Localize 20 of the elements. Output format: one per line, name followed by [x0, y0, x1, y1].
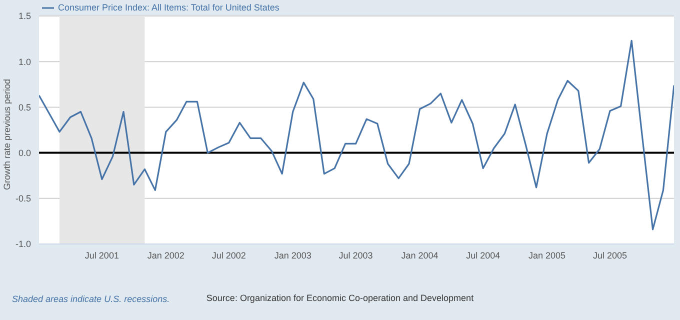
- x-tick-label: Jul 2001: [84, 250, 119, 260]
- text: Shaded areas indicate U.S. recessions.: [12, 294, 170, 304]
- x-tick-label: Jan 2002: [147, 250, 184, 260]
- y-tick-label: 0.0: [18, 148, 31, 158]
- x-tick-label: Jul 2004: [466, 250, 500, 260]
- source-note: Source: Organization for Economic Co-operation and Development: [206, 293, 474, 303]
- y-tick-label: 1.5: [18, 11, 31, 22]
- line-series: [39, 40, 674, 230]
- y-tick-label: 0.5: [18, 102, 31, 112]
- legend-label: Consumer Price Index: All Items: Total for United States: [58, 2, 280, 12]
- x-tick-label: Jul 2005: [592, 250, 628, 260]
- x-tick-label: Jul 2002: [212, 250, 246, 260]
- y-tick-label: -1.0: [15, 239, 31, 250]
- x-tick-label: Jan 2003: [274, 250, 312, 260]
- x-tick-label: Jul 2003: [338, 250, 373, 260]
- y-tick-label: -0.5: [15, 194, 31, 204]
- x-tick-label: Jan 2004: [401, 250, 438, 260]
- y-axis-title: Growth rate previous period: [2, 78, 12, 190]
- y-tick-label: 1.0: [18, 56, 31, 67]
- x-tick-label: Jan 2005: [528, 250, 566, 260]
